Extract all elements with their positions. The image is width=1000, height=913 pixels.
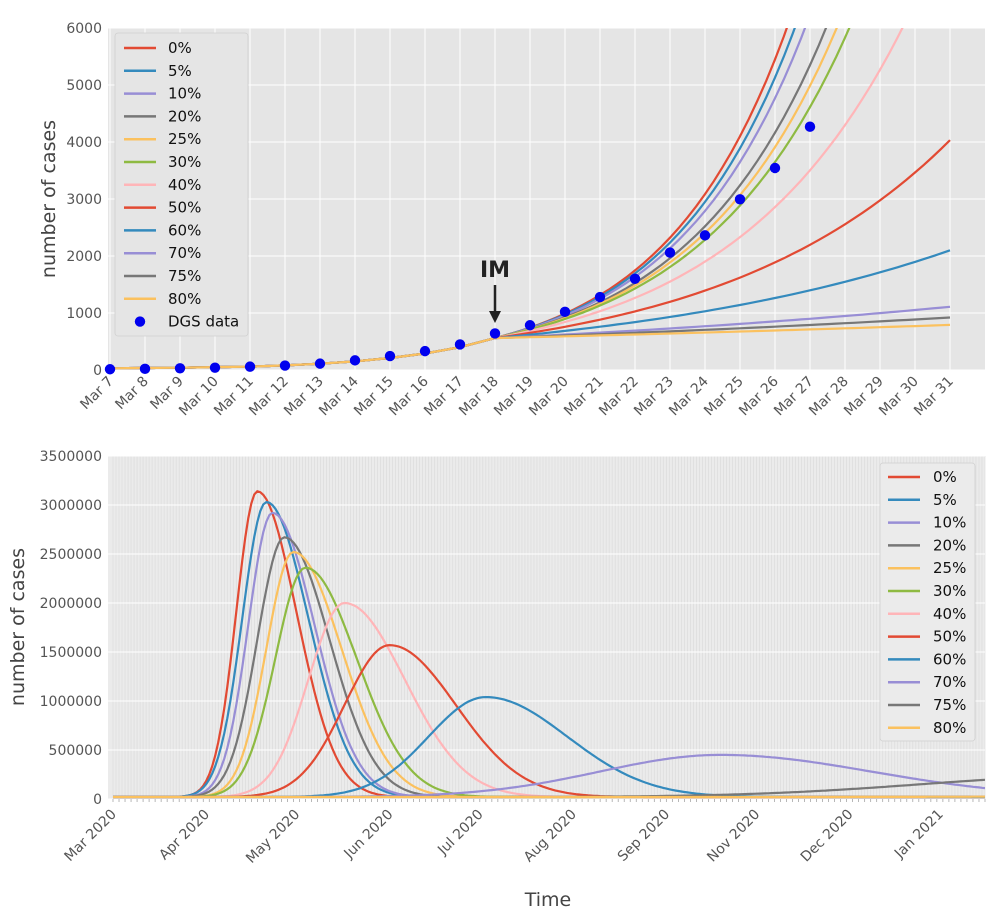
data-point — [699, 230, 711, 241]
series-lines-bottom — [113, 490, 985, 799]
y-axis-label-bottom: number of cases — [7, 548, 29, 706]
x-tick-label: Jan 2021 — [891, 807, 947, 863]
y-tick-label: 3500000 — [40, 449, 102, 465]
data-point — [524, 320, 536, 331]
legend-label: 10% — [168, 85, 201, 103]
data-point — [174, 363, 186, 374]
data-point — [734, 194, 746, 205]
legend-marker — [134, 316, 146, 327]
y-tick-label: 1000 — [66, 306, 102, 322]
data-point — [314, 358, 326, 369]
y-ticks-bottom: 0 500000 1000000 1500000 2000000 2500000 30000… — [40, 449, 102, 808]
x-tick-label: Mar 31 — [911, 374, 957, 420]
legend-frame — [879, 462, 976, 742]
data-point — [209, 362, 221, 373]
y-tick-label: 0 — [93, 792, 102, 808]
data-point — [489, 328, 501, 339]
x-tick-label: Sep 2020 — [615, 807, 673, 865]
y-tick-label: 3000 — [66, 192, 102, 208]
series-lines-top — [109, 28, 951, 370]
chart-bottom: 0 500000 1000000 1500000 2000000 2500000 30000… — [7, 449, 986, 911]
data-point — [349, 355, 361, 366]
data-point — [804, 121, 816, 132]
legend-bottom: 0% 5% 10% 20% 25% 30% 40% 50% 60% 70% 75% 80% — [879, 462, 976, 742]
legend-label: 50% — [933, 628, 966, 646]
data-point — [594, 291, 606, 303]
legend-label: 70% — [168, 244, 201, 262]
data-point — [244, 361, 256, 372]
y-tick-label: 1000000 — [40, 694, 102, 710]
legend-label: 30% — [933, 582, 966, 600]
legend-label: 50% — [168, 199, 201, 217]
y-tick-label: 3000000 — [40, 498, 102, 514]
annotation-arrow-head — [489, 311, 501, 323]
legend-label: 40% — [933, 605, 966, 623]
legend-label: 0% — [168, 39, 192, 57]
legend-frame — [114, 32, 249, 337]
annotation-im: IM — [480, 258, 510, 283]
y-tick-label: 2000000 — [40, 596, 102, 612]
x-tick-label: Mar 7 — [77, 374, 116, 413]
x-tick-label: Jul 2020 — [434, 807, 486, 859]
legend-label: 20% — [168, 107, 201, 125]
x-tick-label: Aug 2020 — [521, 807, 580, 866]
dgs-points — [104, 121, 816, 375]
x-tick-label: Jun 2020 — [341, 807, 397, 863]
x-tick-label: May 2020 — [243, 807, 303, 867]
legend-label: 80% — [933, 719, 966, 737]
y-tick-label: 0 — [93, 363, 102, 379]
legend-label: 60% — [168, 221, 201, 239]
data-point — [279, 360, 291, 371]
x-tick-label: Mar 8 — [112, 374, 151, 413]
data-point — [139, 363, 151, 375]
legend-label: 75% — [168, 267, 201, 285]
y-tick-label: 4000 — [66, 135, 102, 151]
im-annotation: IM — [480, 258, 510, 323]
legend-label: 75% — [933, 696, 966, 714]
y-axis-label-top: number of cases — [38, 120, 60, 278]
y-tick-label: 6000 — [66, 21, 102, 37]
x-tick-label: Mar 2020 — [61, 807, 119, 865]
x-axis-label-bottom: Time — [524, 889, 572, 911]
legend-label: 5% — [168, 62, 192, 80]
legend-label: 25% — [168, 130, 201, 148]
legend-label: 60% — [933, 650, 966, 668]
data-point — [384, 350, 396, 362]
legend-label: DGS data — [168, 313, 239, 331]
x-tick-label: Dec 2020 — [798, 807, 857, 866]
y-tick-label: 1500000 — [40, 645, 102, 661]
legend-label: 0% — [933, 468, 957, 486]
data-point — [104, 364, 116, 375]
data-point — [629, 273, 641, 284]
series-line — [109, 323, 951, 370]
legend-label: 80% — [168, 290, 201, 308]
x-tick-label: Apr 2020 — [156, 807, 213, 864]
x-ticks-bottom: Mar 2020 Apr 2020 May 2020 Jun 2020 Jul 2020… — [61, 807, 946, 867]
data-point — [454, 339, 466, 350]
legend-label: 30% — [168, 153, 201, 171]
data-point — [419, 345, 431, 357]
x-tick-label: Nov 2020 — [704, 807, 763, 866]
legend-top: 0% 5% 10% 20% 25% 30% 40% 50% 60% 70% 75% 80% DGS da… — [114, 32, 249, 337]
y-tick-label: 2000 — [66, 249, 102, 265]
legend-label: 25% — [933, 559, 966, 577]
y-tick-label: 500000 — [49, 743, 102, 759]
y-tick-label: 5000 — [66, 78, 102, 94]
legend-label: 70% — [933, 673, 966, 691]
data-point — [559, 306, 571, 318]
y-ticks-top: 0 1000 2000 3000 4000 5000 6000 — [66, 21, 102, 379]
y-tick-label: 2500000 — [40, 547, 102, 563]
legend-label: 5% — [933, 491, 957, 509]
data-point — [664, 247, 676, 258]
legend-label: 20% — [933, 536, 966, 554]
legend-label: 10% — [933, 514, 966, 532]
legend-label: 40% — [168, 176, 201, 194]
data-point — [769, 162, 781, 174]
